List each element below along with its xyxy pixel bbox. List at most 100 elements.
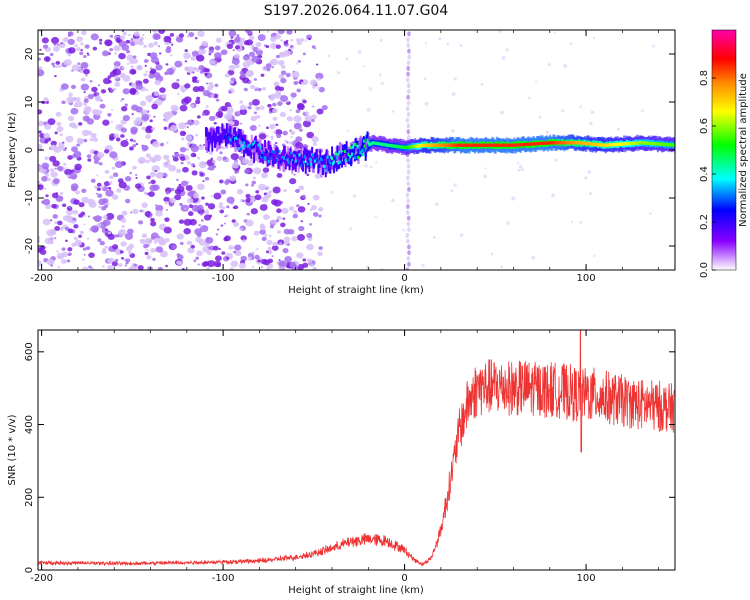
stripe-dot (406, 198, 410, 204)
noise-speckle-dot (242, 239, 246, 243)
noise-speckle-dot (250, 184, 254, 187)
noise-speckle-dot (83, 68, 90, 75)
noise-speckle-dot (68, 92, 73, 97)
ridge-core (316, 154, 319, 158)
noise-speckle-dot (490, 252, 494, 256)
noise-speckle-dot (56, 250, 59, 253)
noise-speckle-dot (188, 31, 195, 38)
noise-speckle-dot (143, 44, 147, 48)
noise-speckle-dot (82, 247, 87, 251)
noise-speckle-dot (183, 52, 191, 59)
noise-speckle-dot (279, 51, 284, 56)
noise-speckle-dot (270, 219, 277, 225)
snr-x-label: Height of straight line (km) (288, 585, 424, 596)
noise-speckle-dot (224, 73, 230, 78)
noise-speckle-dot (200, 161, 205, 166)
noise-speckle-dot (178, 261, 183, 265)
ridge-core (315, 157, 318, 161)
ridge-outer (315, 148, 318, 158)
noise-speckle-dot (201, 40, 209, 47)
noise-speckle-dot (76, 36, 83, 42)
noise-speckle-dot (255, 115, 261, 119)
noise-speckle-dot (266, 67, 271, 72)
noise-speckle-dot (169, 197, 176, 204)
noise-speckle-dot (124, 232, 134, 240)
noise-speckle-dot (165, 63, 169, 66)
noise-speckle-dot (125, 198, 131, 204)
noise-speckle-dot (41, 100, 46, 105)
noise-speckle-dot (55, 60, 61, 65)
ridge-outer (312, 160, 315, 168)
noise-speckle-dot (315, 63, 319, 66)
ridge-core (292, 153, 295, 157)
noise-speckle-dot (240, 255, 248, 262)
ridge-outer (234, 131, 237, 141)
noise-speckle-dot (293, 173, 296, 176)
noise-speckle-dot (101, 185, 105, 189)
noise-speckle-dot (269, 42, 278, 50)
noise-speckle-dot (231, 162, 239, 169)
noise-speckle-dot (228, 30, 237, 37)
stripe-dot (406, 60, 411, 66)
noise-speckle-dot (100, 89, 107, 94)
noise-speckle-dot (214, 45, 221, 51)
ridge-core (326, 155, 329, 159)
noise-speckle-dot (271, 245, 279, 251)
ridge-core (262, 150, 265, 155)
ridge-core (329, 161, 332, 165)
ridge-core (358, 146, 361, 151)
noise-speckle-dot (117, 263, 123, 268)
noise-speckle-dot (66, 96, 75, 104)
noise-speckle-dot (176, 78, 180, 82)
noise-speckle-dot (242, 158, 249, 164)
noise-speckle-dot (101, 249, 107, 254)
noise-speckle-dot (258, 183, 267, 191)
noise-speckle-dot (195, 99, 201, 105)
ridge-core (264, 156, 267, 160)
noise-speckle-dot (286, 39, 289, 42)
noise-speckle-dot (107, 264, 114, 270)
noise-speckle-dot (302, 52, 306, 56)
noise-speckle-dot (277, 101, 283, 106)
noise-speckle-dot (249, 124, 257, 132)
noise-speckle-dot (114, 52, 117, 55)
ridge-core (333, 157, 336, 161)
noise-speckle-dot (213, 52, 222, 59)
noise-speckle-dot (94, 215, 102, 222)
noise-speckle-dot (163, 35, 172, 43)
snr-x-tick-label: -100 (212, 573, 235, 584)
noise-speckle-dot (157, 45, 161, 48)
noise-speckle-dot (126, 54, 134, 61)
noise-speckle-dot (60, 83, 69, 90)
noise-speckle-dot (201, 112, 206, 116)
noise-speckle-dot (202, 143, 206, 146)
noise-speckle-dot (72, 217, 77, 221)
noise-speckle-dot (199, 172, 204, 176)
noise-speckle-dot (163, 226, 172, 234)
noise-speckle-dot (196, 96, 201, 101)
noise-speckle-dot (579, 220, 583, 224)
noise-speckle-dot (88, 201, 97, 208)
noise-speckle-dot (54, 220, 58, 224)
noise-speckle-dot (57, 266, 61, 269)
stripe-dot (407, 186, 411, 192)
noise-speckle-dot (266, 135, 269, 138)
noise-speckle-dot (114, 259, 119, 263)
noise-speckle-dot (51, 192, 59, 199)
noise-speckle-dot (282, 247, 289, 254)
noise-speckle-dot (244, 169, 250, 174)
noise-speckle-dot (302, 120, 312, 128)
noise-speckle-dot (198, 64, 205, 71)
noise-speckle-dot (207, 246, 211, 249)
noise-speckle-dot (90, 132, 97, 139)
noise-speckle-dot (281, 207, 289, 214)
noise-speckle-dot (41, 176, 48, 182)
ridge-core (281, 155, 284, 159)
ridge-core (332, 162, 334, 166)
colorbar-tick-label: 0.8 (699, 70, 710, 86)
noise-speckle-dot (256, 248, 259, 251)
noise-speckle-dot (296, 204, 300, 208)
spectrogram-x-label: Height of straight line (km) (288, 285, 424, 296)
noise-speckle-dot (124, 264, 128, 267)
noise-speckle-dot (207, 203, 216, 210)
